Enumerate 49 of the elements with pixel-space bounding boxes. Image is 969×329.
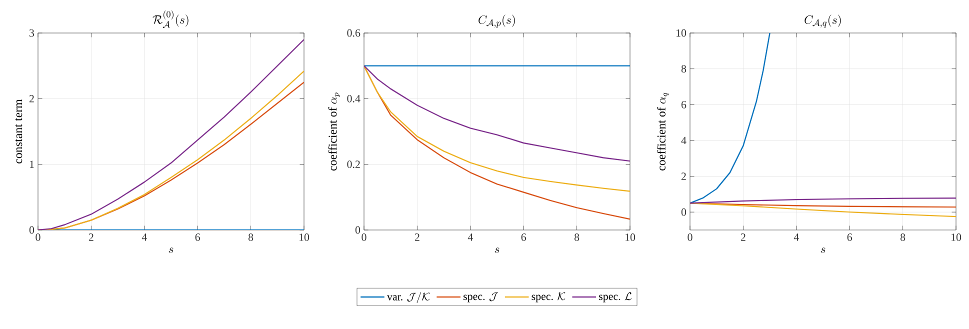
- x-tick-label: 4: [468, 234, 473, 241]
- x-tick-label: 8: [900, 234, 906, 241]
- legend-label: $\text{var. }\mathcal{J}/\mathcal{K}$: [386, 292, 430, 304]
- chart-title: $C_{\mathcal{A},q}(s)$: [804, 14, 841, 28]
- x-tick-label: 4: [794, 234, 799, 241]
- chart-title: $\mathcal{R}_{\mathcal{A}}^{(0)}(s)$: [152, 10, 188, 28]
- line-series: [364, 65, 630, 192]
- y-tick-label: 1: [30, 160, 34, 168]
- x-axis-title: $s$: [494, 248, 500, 254]
- legend-label: $\text{spec. }\mathcal{J}$: [464, 292, 498, 302]
- line-series: [364, 65, 630, 162]
- x-tick-label: 8: [248, 234, 254, 241]
- x-tick-label: 8: [574, 234, 580, 241]
- x-axis-title: $s$: [168, 248, 174, 254]
- y-tick-label: 2: [681, 172, 686, 180]
- line-series: [690, 32, 770, 204]
- y-tick-label: 4: [681, 136, 686, 144]
- x-axis-title: $s$: [820, 248, 826, 254]
- legend-label: $\text{spec. }\mathcal{K}$: [532, 292, 566, 302]
- y-tick-label: 2: [29, 95, 34, 102]
- x-tick-label: 0: [362, 234, 366, 241]
- y-tick-label: 0: [29, 226, 34, 234]
- x-tick-label: 2: [88, 234, 94, 241]
- x-tick-label: 10: [952, 234, 962, 241]
- x-tick-label: 6: [195, 234, 200, 241]
- legend-label: $\text{spec. }\mathcal{L}$: [599, 292, 632, 302]
- y-tick-label: 10: [676, 29, 686, 37]
- y-tick-label: 0: [681, 208, 686, 216]
- line-series: [690, 202, 956, 218]
- x-tick-label: 6: [847, 234, 852, 241]
- x-tick-label: 4: [142, 234, 147, 241]
- y-axis-title: $\text{coefficient of }\alpha_q$: [656, 92, 669, 170]
- y-axis-title: $\text{constant term}$: [15, 99, 22, 164]
- y-axis-title: $\text{coefficient of }\alpha_p$: [328, 92, 340, 171]
- y-tick-label: 0: [355, 226, 360, 234]
- y-tick-label: 0.6: [347, 29, 360, 37]
- x-tick-label: 10: [625, 234, 636, 241]
- y-tick-label: 8: [681, 65, 686, 73]
- x-tick-label: 6: [521, 234, 526, 241]
- x-tick-label: 10: [299, 234, 310, 241]
- y-tick-label: 0.2: [347, 160, 360, 168]
- y-tick-label: 6: [681, 100, 686, 108]
- y-tick-label: 0.4: [347, 94, 360, 102]
- chart-title: $C_{\mathcal{A},p}(s)$: [478, 14, 515, 28]
- x-tick-label: 2: [740, 234, 746, 241]
- x-tick-label: 0: [36, 234, 40, 241]
- y-tick-label: 3: [30, 29, 34, 37]
- x-tick-label: 0: [688, 234, 692, 241]
- x-tick-label: 2: [414, 234, 420, 241]
